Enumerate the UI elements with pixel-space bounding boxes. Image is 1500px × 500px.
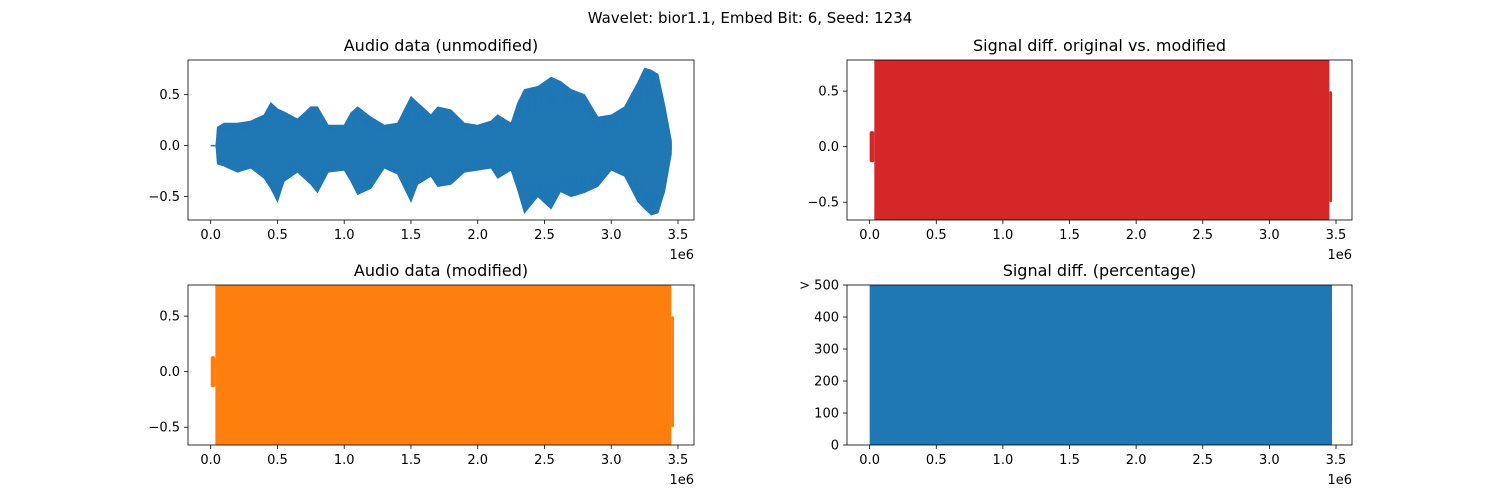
series-band-0: [869, 285, 1333, 445]
axes-frame: [187, 59, 695, 221]
y-tick-label: 0.0: [818, 140, 839, 155]
x-tick-label: 1.0: [993, 453, 1014, 468]
x-offset-label: 1e6: [1327, 248, 1352, 263]
x-tick-label: 1.5: [401, 453, 422, 468]
x-tick-label: 1.0: [334, 453, 355, 468]
y-tick-label: −0.5: [148, 421, 180, 436]
x-tick-label: 1.0: [334, 228, 355, 243]
y-tick-label: 0.0: [159, 365, 180, 380]
axes-frame: [187, 284, 695, 446]
y-tick-label: > 500: [799, 279, 839, 294]
chart-diff: Signal diff. original vs. modified 0.0 0.5…: [807, 36, 1353, 263]
chart-title: Audio data (modified): [354, 261, 528, 280]
y-tick-label: 400: [814, 311, 839, 326]
x-offset-label: 1e6: [669, 473, 694, 488]
y-tick-label: −0.5: [807, 196, 839, 211]
x-tick-label: 0.0: [859, 453, 880, 468]
x-tick-label: 1.0: [993, 228, 1014, 243]
x-tick-label: 3.0: [601, 453, 622, 468]
series-band-0: [869, 131, 875, 163]
x-tick-label: 1.5: [1059, 228, 1080, 243]
x-tick-label: 3.5: [1326, 453, 1347, 468]
x-tick-label: 3.0: [1259, 228, 1280, 243]
plot-area-unmodified: [210, 67, 672, 216]
x-tick-label: 2.0: [467, 453, 488, 468]
y-tick-label: 0.5: [818, 85, 839, 100]
chart-modified: Audio data (modified) 0.0 0.5 1.0 1.5 2.0 2.5 3…: [148, 261, 695, 488]
series-waveform-detail: [215, 71, 672, 212]
series-band-2: [671, 316, 674, 428]
chart-percentage: Signal diff. (percentage) 0.0 0.5 1.0 1.5 2.0…: [799, 261, 1353, 488]
x-tick-label: 3.5: [668, 228, 689, 243]
chart-title: Signal diff. original vs. modified: [973, 36, 1226, 55]
x-tick-label: 3.5: [668, 453, 689, 468]
axes-frame: [846, 59, 1353, 221]
x-tick-label: 2.5: [1192, 453, 1213, 468]
x-tick-label: 3.0: [601, 228, 622, 243]
x-tick-label: 0.5: [267, 453, 288, 468]
y-tick-label: 200: [814, 375, 839, 390]
series-band-2: [1329, 91, 1333, 203]
y-tick-label: 0: [831, 439, 839, 454]
y-tick-label: 0.5: [159, 88, 180, 103]
figure-suptitle: Wavelet: bior1.1, Embed Bit: 6, Seed: 12…: [588, 9, 913, 27]
series-band-0: [210, 356, 216, 388]
y-tick-label: 100: [814, 407, 839, 422]
axes-frame: [846, 284, 1353, 446]
x-tick-label: 2.5: [534, 453, 555, 468]
chart-unmodified: Audio data (unmodified) 0.0 0.5 1.0 1.5 2.0 2.…: [148, 36, 695, 263]
y-tick-label: −0.5: [148, 190, 180, 205]
x-tick-label: 0.5: [926, 453, 947, 468]
chart-title: Audio data (unmodified): [344, 36, 539, 55]
x-tick-label: 0.5: [926, 228, 947, 243]
plot-area-percentage: [869, 285, 1333, 445]
x-tick-label: 3.5: [1326, 228, 1347, 243]
x-tick-label: 0.0: [859, 228, 880, 243]
x-tick-label: 2.5: [1192, 228, 1213, 243]
x-tick-label: 0.5: [267, 228, 288, 243]
x-tick-label: 0.0: [200, 228, 221, 243]
x-tick-label: 2.5: [534, 228, 555, 243]
x-tick-label: 1.5: [1059, 453, 1080, 468]
y-tick-label: 300: [814, 343, 839, 358]
series-band-1: [874, 60, 1330, 220]
x-tick-label: 1.5: [401, 228, 422, 243]
plot-area-modified: [210, 285, 674, 445]
x-tick-label: 3.0: [1259, 453, 1280, 468]
x-tick-label: 2.0: [1126, 228, 1147, 243]
x-tick-label: 2.0: [1126, 453, 1147, 468]
x-offset-label: 1e6: [669, 248, 694, 263]
x-tick-label: 2.0: [467, 228, 488, 243]
y-tick-label: 0.0: [159, 139, 180, 154]
y-tick-label: 0.5: [159, 310, 180, 325]
plot-area-diff: [869, 60, 1333, 220]
x-offset-label: 1e6: [1327, 473, 1352, 488]
x-tick-label: 0.0: [200, 453, 221, 468]
chart-title: Signal diff. (percentage): [1003, 261, 1197, 280]
series-band-1: [215, 285, 672, 445]
